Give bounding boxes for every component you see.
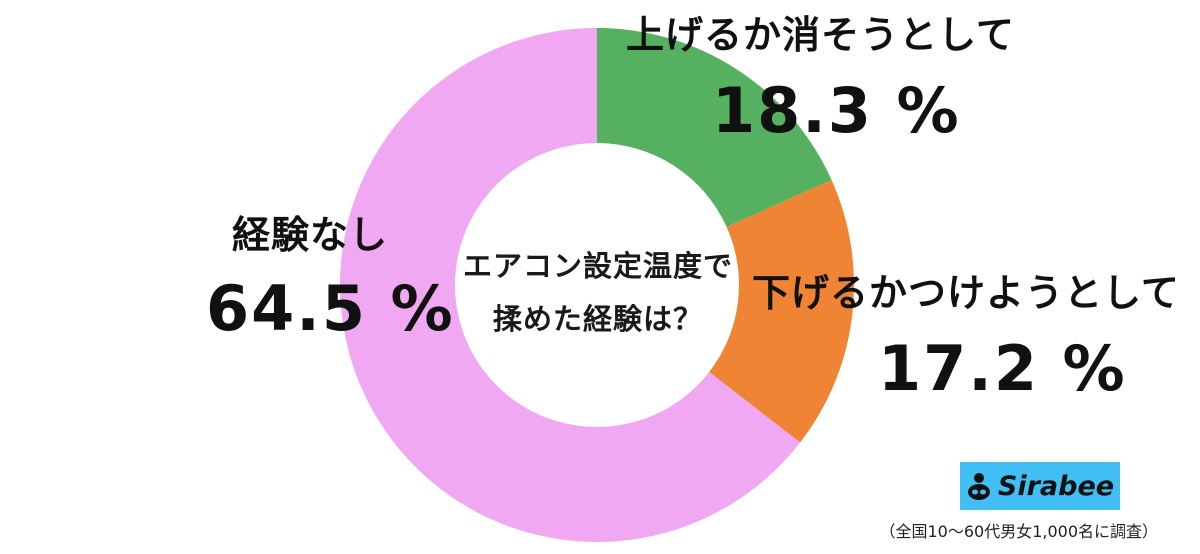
segment-name: 下げるかつけようとして: [752, 271, 1180, 315]
sirabee-logo: Sirabee: [960, 462, 1120, 510]
segment-percent: 64.5 %: [206, 272, 455, 345]
donut-slice-2: [709, 179, 855, 443]
segment-value-raise-or-off: 18.3 %: [712, 74, 961, 147]
segment-value-lower-or-on: 17.2 %: [878, 332, 1127, 405]
segment-value-no-experience: 64.5 %: [206, 272, 455, 345]
segment-label-lower-or-on: 下げるかつけようとして: [752, 262, 1180, 317]
chart-title-line-2: 揉めた経験は？: [492, 302, 703, 336]
segment-percent: 17.2 %: [878, 332, 1127, 405]
segment-name: 経験なし: [232, 213, 389, 257]
segment-percent: 18.3 %: [712, 74, 961, 147]
segment-label-raise-or-off: 上げるか消そうとして: [626, 4, 1015, 59]
chart-title-line-1: エアコン設定温度で: [462, 249, 733, 283]
donut-slice-1: [597, 28, 832, 227]
donut-slice-3: [339, 28, 801, 542]
sirabee-logo-icon: [967, 473, 990, 500]
segment-name: 上げるか消そうとして: [626, 13, 1015, 57]
segment-label-no-experience: 経験なし: [232, 204, 388, 259]
survey-footnote: （全国10〜60代男女1,000名に調査）: [879, 522, 1158, 541]
chart-title: エアコン設定温度で 揉めた経験は？: [452, 240, 744, 346]
sirabee-logo-text: Sirabee: [997, 470, 1115, 502]
